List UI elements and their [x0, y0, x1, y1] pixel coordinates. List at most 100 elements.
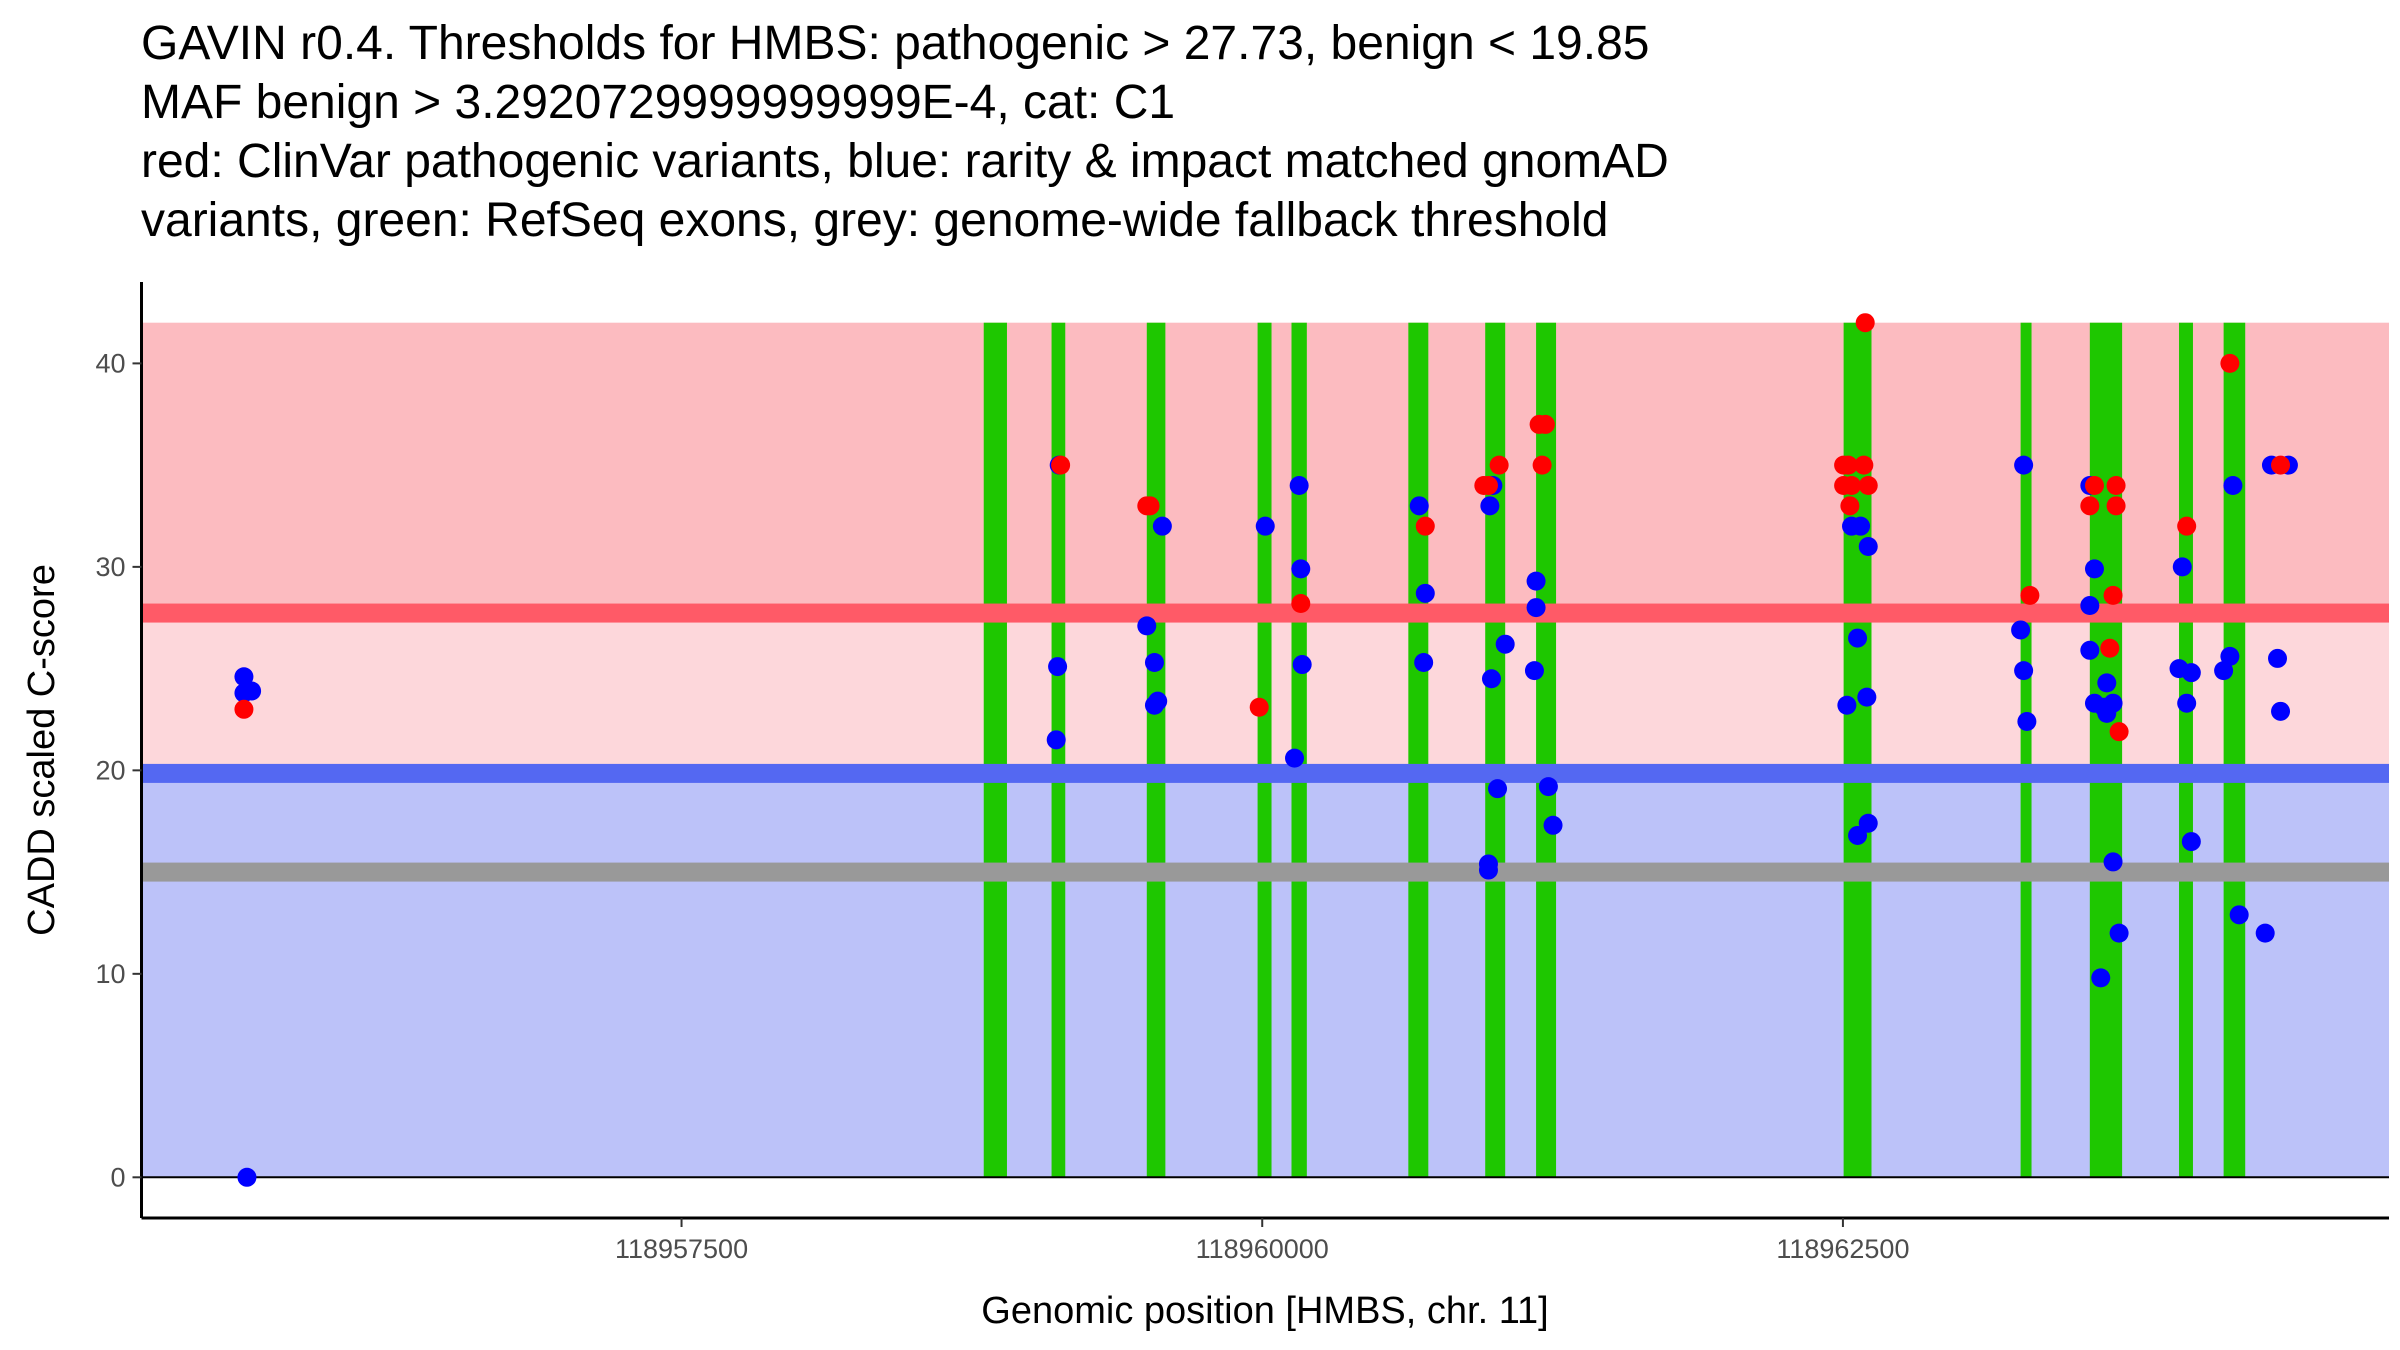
- benign-point: [1409, 496, 1429, 516]
- benign-point: [2214, 661, 2234, 681]
- pathogenic-point: [1415, 516, 1435, 536]
- benign-point: [2011, 620, 2031, 640]
- benign-point: [2181, 663, 2201, 683]
- benign-point: [1480, 496, 1500, 516]
- pathogenic-point: [2100, 638, 2120, 658]
- benign-point: [1285, 748, 1305, 768]
- exon-bar: [1257, 322, 1272, 1178]
- benign-point: [2097, 703, 2117, 723]
- benign-point: [1538, 777, 1558, 797]
- benign-point: [1137, 616, 1157, 636]
- benign-point: [1495, 634, 1515, 654]
- benign-threshold-line: [141, 763, 2389, 783]
- benign-point: [2271, 701, 2291, 721]
- x-tick-label: 118957500: [615, 1234, 748, 1264]
- pathogenic-point: [1249, 697, 1269, 717]
- exon-bar: [2020, 322, 2032, 1178]
- exon-bars: [983, 322, 2246, 1178]
- benign-point: [2103, 852, 2123, 872]
- exon-bar: [983, 322, 1007, 1178]
- pathogenic-point: [1858, 475, 1878, 495]
- benign-point: [2172, 557, 2192, 577]
- pathogenic-point: [1855, 313, 1875, 333]
- benign-point: [1148, 691, 1168, 711]
- benign-point: [1481, 669, 1501, 689]
- pathogenic-point: [1840, 496, 1860, 516]
- exon-bar: [1146, 322, 1166, 1178]
- pathogenic-point: [2020, 585, 2040, 605]
- benign-point: [1291, 559, 1311, 579]
- benign-point: [2091, 968, 2111, 988]
- benign-point: [1858, 813, 1878, 833]
- benign-point: [2255, 923, 2275, 943]
- x-tick-label: 118960000: [1196, 1234, 1329, 1264]
- benign-point: [234, 667, 254, 687]
- benign-point: [1848, 628, 1868, 648]
- benign-point: [237, 1167, 257, 1187]
- pathogenic-point: [1842, 475, 1862, 495]
- exon-bar: [1536, 322, 1557, 1178]
- benign-point: [2229, 905, 2249, 925]
- benign-point: [1292, 655, 1312, 675]
- benign-point: [1851, 516, 1871, 536]
- exon-bar: [2089, 322, 2123, 1178]
- benign-point: [1524, 661, 1544, 681]
- benign-point: [1858, 537, 1878, 557]
- benign-point: [1526, 598, 1546, 618]
- pathogenic-point: [2080, 496, 2100, 516]
- threshold-lines: [141, 603, 2389, 1179]
- benign-point: [2220, 646, 2240, 666]
- y-axis-title: CADD scaled C-score: [21, 564, 63, 936]
- pathogenic-point: [2177, 516, 2197, 536]
- exon-bar: [2223, 322, 2246, 1178]
- pathogenic-point: [234, 699, 254, 719]
- title-line: red: ClinVar pathogenic variants, blue: …: [141, 135, 1669, 188]
- title-line: variants, green: RefSeq exons, grey: gen…: [141, 194, 1609, 247]
- benign-point: [2080, 596, 2100, 616]
- pathogenic-point: [1489, 455, 1509, 475]
- benign-point: [1289, 475, 1309, 495]
- x-axis-title: Genomic position [HMBS, chr. 11]: [981, 1290, 1548, 1332]
- benign-point: [2177, 693, 2197, 713]
- benign-point: [2084, 559, 2104, 579]
- y-tick-label: 20: [95, 755, 125, 785]
- benign-point: [2014, 661, 2034, 681]
- pathogenic-point: [1854, 455, 1874, 475]
- y-tick-label: 10: [95, 959, 125, 989]
- benign-point: [1048, 657, 1068, 677]
- data-points: [234, 313, 2298, 1187]
- y-tick-label: 0: [110, 1162, 125, 1192]
- x-tick-label: 118962500: [1776, 1234, 1909, 1264]
- exon-bar: [1843, 322, 1872, 1178]
- pathogenic-point: [1051, 455, 1071, 475]
- benign-point: [2181, 832, 2201, 852]
- benign-point: [1144, 653, 1164, 673]
- pathogenic-point: [1532, 455, 1552, 475]
- benign-point: [242, 681, 262, 701]
- pathogenic-point: [2109, 722, 2129, 742]
- exon-bar: [1051, 322, 1066, 1178]
- benign-point: [1255, 516, 1275, 536]
- pathogenic-point: [1140, 496, 1160, 516]
- benign-point: [1478, 860, 1498, 880]
- benign-point: [2014, 455, 2034, 475]
- pathogenic-threshold-line: [141, 603, 2389, 623]
- y-tick-label: 30: [95, 552, 125, 582]
- benign-point: [2080, 640, 2100, 660]
- benign-point: [1046, 730, 1066, 750]
- benign-point: [1488, 779, 1508, 799]
- pathogenic-point: [1838, 455, 1858, 475]
- benign-point: [2017, 712, 2037, 732]
- benign-point: [1414, 653, 1434, 673]
- benign-point: [2109, 923, 2129, 943]
- benign-point: [2097, 673, 2117, 693]
- pathogenic-point: [2220, 353, 2240, 373]
- pathogenic-point: [1291, 593, 1311, 613]
- title-line: GAVIN r0.4. Thresholds for HMBS: pathoge…: [141, 17, 1650, 70]
- chart-title: GAVIN r0.4. Thresholds for HMBS: pathoge…: [141, 14, 1669, 250]
- benign-point: [1526, 571, 1546, 591]
- exon-bar: [2179, 322, 2193, 1178]
- benign-point: [1857, 687, 1877, 707]
- exon-bar: [1408, 322, 1429, 1178]
